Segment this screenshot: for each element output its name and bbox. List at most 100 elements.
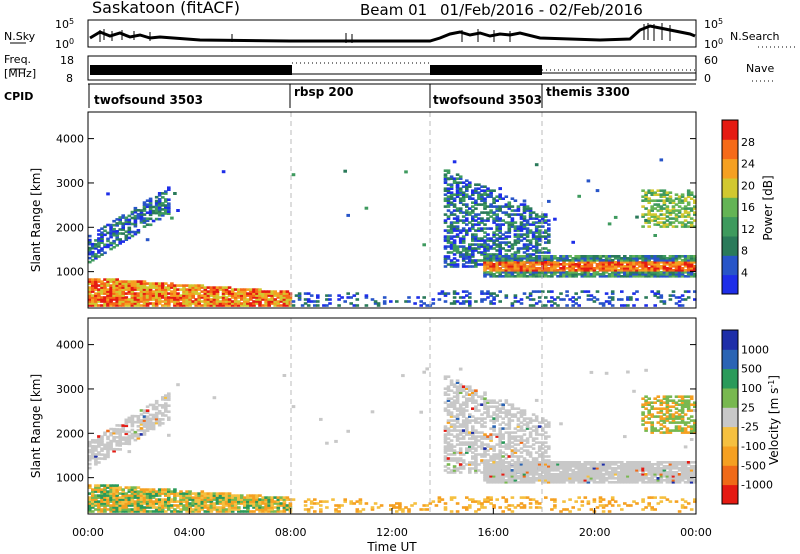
power-cell [145,292,150,295]
velocity-cell [559,467,563,470]
power-cell [632,267,636,270]
velocity-cell [209,496,214,499]
velocity-cell [243,504,247,507]
power-cell [477,251,481,254]
power-cell [647,273,651,276]
power-cell [525,269,530,272]
power-cell [504,259,509,262]
velocity-cell [525,453,530,456]
velocity-cell [541,417,545,420]
velocity-cell [142,415,147,418]
power-cell [541,219,545,222]
search-panel-label: N.Search [730,30,780,43]
power-cell [297,292,302,295]
power-cell [689,225,694,228]
power-cell [249,304,253,307]
power-cell [443,175,448,178]
power-cell [124,234,129,237]
power-cell [659,225,664,228]
velocity-cell [106,453,110,457]
power-cell [112,239,116,243]
power-cell [638,265,642,268]
velocity-cell [589,461,594,464]
power-cell [525,207,530,210]
power-cell [452,263,457,266]
power-cell [510,243,515,246]
power-cell [139,296,144,299]
velocity-cell [276,498,281,501]
power-cell [115,244,119,247]
power-cell [629,273,633,276]
power-cell [656,267,661,270]
power-cell [133,206,138,210]
velocity-cell [88,506,92,509]
power-cell [443,193,448,196]
power-cell [124,298,129,301]
power-cell [97,278,101,281]
power-cell [477,187,481,190]
velocity-cell [118,500,122,503]
power-cell [139,288,144,291]
power-cell [647,275,651,278]
sky-tick-top: 105 [55,17,74,32]
velocity-cell [446,385,451,388]
power-cell [507,227,512,230]
power-cell [258,292,262,295]
velocity-cell [541,433,545,436]
velocity-cell [282,508,287,511]
power-cell [264,298,268,301]
velocity-cell [486,481,490,484]
power-cell [613,257,618,260]
power-cell [243,292,247,295]
power-cell [528,267,533,270]
power-cell [480,193,484,196]
velocity-cell [449,453,454,456]
power-cell [662,259,667,262]
velocity-cell [592,471,597,474]
velocity-cell [182,508,186,511]
velocity-cell [586,481,591,484]
sky-count-trace [89,24,696,43]
velocity-cell [130,416,135,420]
power-cell [343,300,347,303]
velocity-cell [267,502,271,505]
velocity-cell [94,455,98,458]
velocity-cell [516,455,521,458]
power-cell [522,257,527,260]
velocity-cell [443,387,448,390]
power-cell [157,292,162,295]
velocity-cell [522,409,527,412]
power-cell [513,265,518,268]
velocity-cell [164,414,168,417]
power-cell [492,189,496,192]
power-cell [115,284,119,287]
power-cell [465,233,469,236]
power-cell [215,300,220,303]
velocity-cell [197,506,201,509]
velocity-cell [501,510,505,513]
velocity-cell [148,492,153,495]
velocity-cell [212,502,217,505]
velocity-cell [100,508,104,511]
velocity-cell [507,409,512,412]
power-cell [364,206,369,210]
power-cell [255,290,259,293]
velocity-cell [452,459,457,462]
power-cell [586,271,591,274]
velocity-cell [151,488,156,491]
power-cell [191,290,195,293]
velocity-cell [510,465,515,468]
velocity-cell [577,475,581,478]
power-cell [659,195,664,198]
velocity-cell [97,453,101,456]
velocity-cell [148,403,153,407]
power-cell [197,284,201,287]
velocity-cell [471,445,475,448]
power-cell [452,227,457,230]
velocity-cell [364,502,369,505]
power-cell [465,211,469,214]
power-cell [112,296,116,299]
power-cell [151,284,156,287]
power-cell [121,222,125,225]
power-cell [528,239,533,242]
